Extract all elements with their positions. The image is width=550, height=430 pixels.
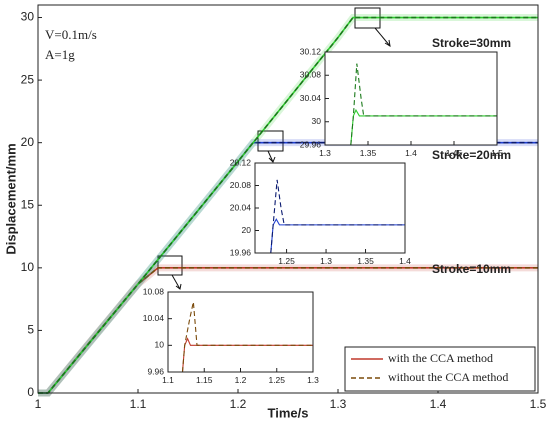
arrow-head	[384, 39, 391, 47]
x-tick-label: 1.25	[278, 256, 295, 266]
y-tick-label: 10.08	[143, 286, 165, 296]
x-tick-label: 1.3	[330, 397, 347, 411]
x-tick-label: 1	[35, 397, 42, 411]
y-tick-label: 9.96	[147, 366, 164, 376]
y-tick-label: 10.04	[143, 313, 165, 323]
legend-label: with the CCA method	[388, 351, 493, 365]
x-tick-label: 1.35	[357, 256, 374, 266]
inset: 1.25 1.3 1.35 1.4 19.96 20 20.04 20.08 20.12	[230, 157, 411, 266]
zoom-arrow	[374, 27, 391, 47]
legend-box	[344, 346, 536, 392]
annotation: Stroke=30mm	[432, 36, 511, 50]
arrow-head	[268, 156, 276, 163]
x-tick-label: 1.5	[530, 397, 547, 411]
annotation: A=1g	[45, 47, 75, 62]
x-tick-label: 1.4	[430, 397, 447, 411]
x-tick-label: 1.35	[360, 148, 377, 158]
inset-background	[325, 52, 497, 145]
zoom-box	[257, 130, 284, 152]
y-tick-label: 30	[21, 10, 35, 24]
y-tick-label: 25	[21, 72, 35, 86]
inset-background	[255, 163, 405, 253]
x-tick-label: 1.4	[399, 256, 411, 266]
series-line	[270, 179, 405, 254]
y-tick-label: 15	[21, 197, 35, 211]
y-tick-label: 30.04	[300, 93, 322, 103]
zoom-arrow	[171, 274, 181, 290]
plot-frame	[254, 162, 406, 254]
y-tick-label: 30.12	[300, 46, 322, 56]
y-tick-label: 19.96	[230, 247, 252, 257]
x-tick-label: 1.2	[230, 397, 247, 411]
y-tick-label: 0	[27, 385, 34, 399]
inset-background	[168, 292, 313, 372]
legend-label: without the CCA method	[388, 370, 508, 384]
x-axis-label: Time/s	[268, 405, 309, 420]
y-tick-label: 29.96	[300, 139, 322, 149]
plot-frame	[324, 51, 498, 146]
x-tick-label: 1.1	[162, 375, 174, 385]
annotation: Stroke=10mm	[432, 262, 511, 276]
x-tick-label: 1.1	[130, 397, 147, 411]
x-tick-label: 1.25	[268, 375, 285, 385]
x-tick-label: 1.3	[307, 375, 319, 385]
plot-frame	[37, 4, 539, 394]
y-tick-label: 5	[27, 323, 34, 337]
y-tick-label: 20	[242, 225, 252, 235]
plot-frame	[167, 291, 314, 373]
zoom-arrow	[267, 150, 274, 163]
y-tick-label: 20.12	[230, 157, 252, 167]
x-tick-label: 1.2	[235, 375, 247, 385]
x-tick-label: 1.3	[319, 148, 331, 158]
inset: 1.3 1.35 1.4 1.45 1.5 29.96 30 30.04 30.08 30.12	[300, 46, 503, 158]
y-tick-label: 20.08	[230, 180, 252, 190]
y-tick-label: 10	[155, 340, 165, 350]
annotation: V=0.1m/s	[45, 27, 97, 42]
y-tick-label: 30	[312, 116, 322, 126]
inset: 1.1 1.15 1.2 1.25 1.3 9.96 10 10.04 10.08	[143, 286, 319, 385]
y-tick-label: 10	[21, 260, 35, 274]
main-plot: 1 1.1 1.2 1.3 1.4 1.5 0 5 10 15 20 25 30	[21, 4, 547, 411]
y-tick-label: 20	[21, 135, 35, 149]
x-tick-label: 1.15	[196, 375, 213, 385]
x-tick-label: 1.4	[405, 148, 417, 158]
x-tick-label: 1.45	[446, 148, 463, 158]
zoom-markers	[157, 7, 391, 290]
x-tick-label: 1.3	[320, 256, 332, 266]
series-line	[350, 63, 497, 146]
legend: with the CCA method without the CCA metho…	[344, 346, 536, 392]
zoom-box	[157, 255, 183, 276]
x-tick-label: 1.5	[491, 148, 503, 158]
y-tick-label: 30.08	[300, 70, 322, 80]
y-tick-label: 20.04	[230, 202, 252, 212]
annotation: Stroke=20mm	[432, 148, 511, 162]
y-axis-label: Displacement/mm	[3, 143, 18, 254]
arrow-head	[175, 283, 182, 290]
